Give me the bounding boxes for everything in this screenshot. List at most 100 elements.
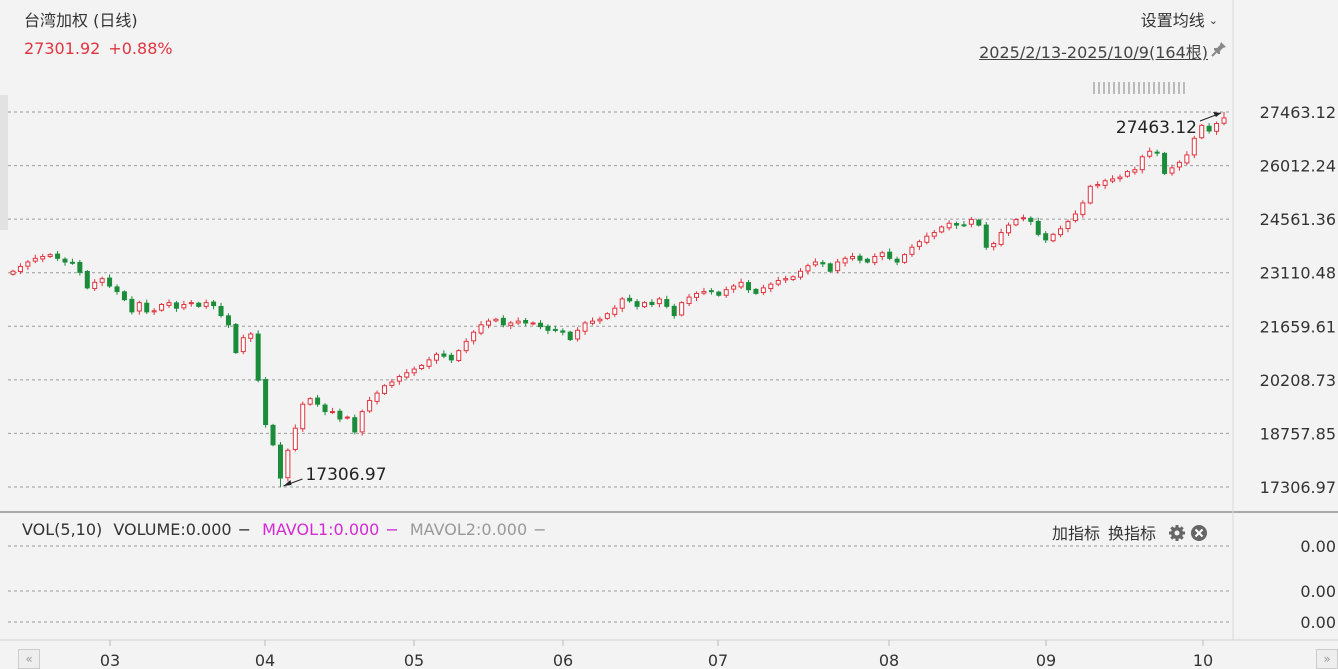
candle-down bbox=[69, 261, 75, 264]
candle-up bbox=[738, 281, 744, 288]
candle-down bbox=[1043, 233, 1049, 241]
candle-up bbox=[1221, 117, 1227, 124]
candle-up bbox=[589, 320, 595, 324]
candle-up bbox=[485, 320, 491, 326]
candle-up bbox=[463, 340, 469, 352]
indicator-tools: 加指标 换指标 bbox=[1052, 520, 1208, 544]
candle-down bbox=[857, 255, 863, 261]
candle-down bbox=[77, 261, 83, 273]
candle-up bbox=[916, 241, 922, 247]
candle-up bbox=[723, 289, 729, 296]
candle-down bbox=[746, 282, 752, 291]
candle-up bbox=[1191, 137, 1197, 156]
x-tick-label: 08 bbox=[879, 651, 899, 669]
candle-down bbox=[664, 299, 670, 307]
switch-indicator-button[interactable]: 换指标 bbox=[1108, 524, 1157, 543]
annotations: 17306.97 27463.12 bbox=[283, 112, 1222, 487]
candle-up bbox=[1020, 217, 1026, 220]
x-tick-label: 09 bbox=[1036, 651, 1056, 669]
candle-up bbox=[931, 231, 937, 237]
candle-up bbox=[604, 313, 610, 319]
candle-up bbox=[612, 307, 618, 315]
candle-up bbox=[188, 302, 194, 305]
candle-up bbox=[790, 276, 796, 281]
candle-down bbox=[954, 223, 960, 226]
candle-down bbox=[196, 302, 202, 307]
candle-down bbox=[129, 298, 135, 313]
left-edge-strip bbox=[0, 95, 8, 230]
candle-down bbox=[263, 379, 269, 425]
last-price: 27301.92 bbox=[24, 39, 101, 58]
candle-up bbox=[1184, 154, 1190, 164]
volume-tick-label: 0.00 bbox=[1300, 613, 1336, 632]
candle-up bbox=[10, 270, 16, 275]
candle-down bbox=[225, 315, 231, 326]
change-percent: +0.88% bbox=[108, 39, 173, 58]
chart-title: 台湾加权 (日线) bbox=[24, 11, 138, 30]
add-indicator-button[interactable]: 加指标 bbox=[1052, 524, 1101, 543]
candle-up bbox=[760, 287, 766, 294]
candle-up bbox=[656, 298, 662, 305]
date-range-link[interactable]: 2025/2/13-2025/10/9(164根) bbox=[979, 43, 1208, 62]
candle-up bbox=[493, 318, 499, 322]
candle-down bbox=[552, 328, 558, 331]
x-tick-label: 04 bbox=[255, 651, 275, 669]
candle-up bbox=[991, 243, 997, 248]
candle-down bbox=[887, 251, 893, 259]
ma-settings-button[interactable]: 设置均线 ⌄ bbox=[1141, 7, 1218, 31]
candle-up bbox=[1006, 224, 1012, 234]
candle-up bbox=[508, 322, 514, 326]
candle-down bbox=[211, 301, 217, 307]
candle-up bbox=[1102, 180, 1108, 186]
candle-up bbox=[1176, 161, 1182, 168]
candle-up bbox=[456, 350, 462, 361]
gear-icon[interactable] bbox=[1168, 524, 1186, 542]
candle-up bbox=[1139, 156, 1145, 171]
pin-icon[interactable] bbox=[1210, 40, 1228, 58]
x-tick-label: 07 bbox=[708, 651, 728, 669]
vol-label: VOL(5,10) bbox=[22, 520, 103, 539]
candle-up bbox=[798, 270, 804, 278]
candle-up bbox=[25, 261, 31, 267]
close-icon[interactable] bbox=[1190, 524, 1208, 542]
candle-up bbox=[367, 399, 373, 412]
candle-down bbox=[894, 258, 900, 263]
candle-down bbox=[337, 410, 343, 420]
candle-up bbox=[396, 375, 402, 382]
candle-up bbox=[850, 255, 856, 260]
candle-up bbox=[32, 257, 38, 262]
candle-down bbox=[537, 322, 543, 328]
candle-up bbox=[17, 265, 23, 273]
candle-up bbox=[136, 302, 142, 312]
mavol2-value: MAVOL2:0.000 bbox=[409, 520, 528, 539]
candle-up bbox=[686, 296, 692, 305]
candle-down bbox=[560, 330, 566, 333]
high-annotation: 27463.12 bbox=[1116, 118, 1197, 138]
volume-tick-label: 0.00 bbox=[1300, 537, 1336, 556]
x-tick-label: 05 bbox=[404, 651, 424, 669]
price-grid bbox=[0, 0, 1338, 641]
candle-up bbox=[292, 427, 298, 450]
candle-down bbox=[627, 297, 633, 302]
low-annotation: 17306.97 bbox=[305, 465, 386, 485]
candle-down bbox=[983, 224, 989, 248]
mavol1-value: MAVOL1:0.000 bbox=[262, 520, 380, 539]
scroll-left-button[interactable]: « bbox=[18, 649, 40, 669]
low-arrow-head bbox=[283, 480, 292, 486]
y-tick-label: 21659.61 bbox=[1260, 317, 1336, 336]
scroll-right-button[interactable]: » bbox=[1316, 649, 1338, 669]
y-tick-label: 17306.97 bbox=[1260, 478, 1336, 497]
candle-up bbox=[478, 324, 484, 334]
candle-up bbox=[47, 254, 53, 257]
candle-down bbox=[233, 323, 239, 353]
volume-ticks: 0.00 0.00 0.00 bbox=[1300, 537, 1336, 632]
candle-up bbox=[359, 411, 365, 433]
candle-up bbox=[783, 278, 789, 281]
candle-down bbox=[523, 320, 529, 324]
candle-up bbox=[924, 235, 930, 243]
candle-down bbox=[1028, 217, 1034, 222]
ma-settings-label: 设置均线 bbox=[1140, 11, 1205, 30]
candle-up bbox=[404, 372, 410, 378]
candle-up bbox=[842, 257, 848, 264]
candle-up bbox=[419, 364, 425, 370]
